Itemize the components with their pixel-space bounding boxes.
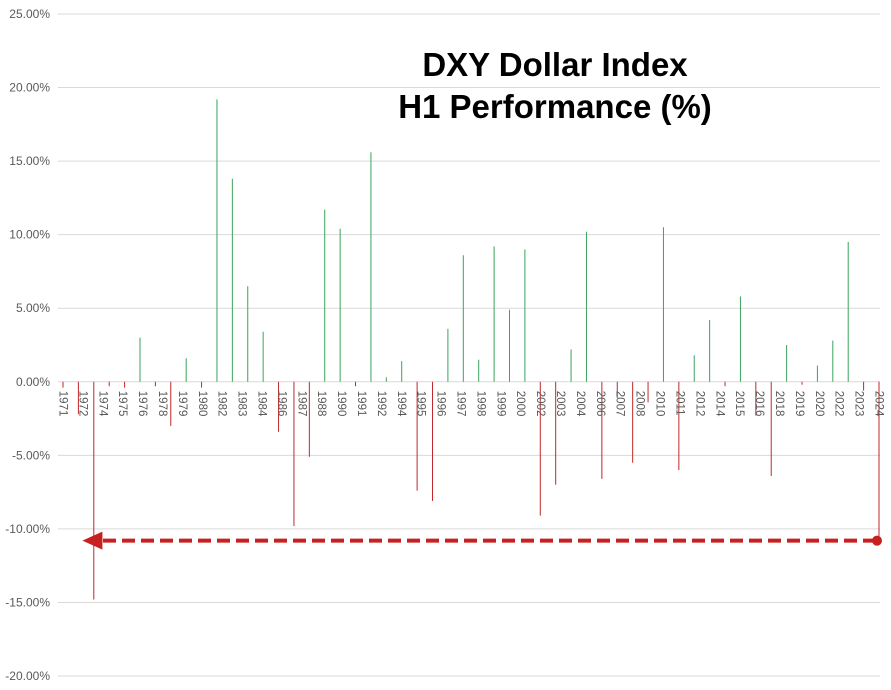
x-tick-label: 1990 bbox=[335, 391, 347, 417]
x-tick-label: 2014 bbox=[713, 391, 725, 417]
x-tick-label: 1998 bbox=[474, 391, 486, 417]
x-tick-label: 2006 bbox=[594, 391, 606, 417]
x-tick-label: 2002 bbox=[534, 391, 546, 417]
x-tick-label: 1988 bbox=[315, 391, 327, 417]
x-tick-label: 1980 bbox=[196, 391, 208, 417]
chart-title-line-1: DXY Dollar Index bbox=[422, 46, 688, 83]
y-tick-label: -10.00% bbox=[5, 522, 50, 536]
x-tick-label: 2018 bbox=[773, 391, 785, 417]
y-tick-label: 20.00% bbox=[9, 81, 50, 95]
x-tick-label: 2015 bbox=[733, 391, 745, 417]
x-tick-label: 1975 bbox=[116, 391, 128, 417]
x-tick-label: 2022 bbox=[833, 391, 845, 417]
x-tick-label: 2016 bbox=[753, 391, 765, 417]
x-tick-label: 1983 bbox=[236, 391, 248, 417]
x-tick-label: 1976 bbox=[136, 391, 148, 417]
x-tick-label: 2000 bbox=[514, 391, 526, 417]
x-tick-label: 2010 bbox=[654, 391, 666, 417]
x-tick-label: 1992 bbox=[375, 391, 387, 417]
y-tick-label: -5.00% bbox=[12, 448, 50, 462]
x-tick-label: 1987 bbox=[295, 391, 307, 417]
x-tick-label: 2008 bbox=[634, 391, 646, 417]
x-tick-label: 1996 bbox=[435, 391, 447, 417]
x-tick-label: 1991 bbox=[355, 391, 367, 417]
x-tick-label: 1971 bbox=[56, 391, 68, 417]
x-tick-label: 2020 bbox=[813, 391, 825, 417]
y-tick-label: -15.00% bbox=[5, 595, 50, 609]
x-tick-label: 2023 bbox=[853, 391, 865, 417]
y-tick-label: 25.00% bbox=[9, 7, 50, 21]
x-tick-label: 2012 bbox=[693, 391, 705, 417]
y-tick-label: 0.00% bbox=[16, 375, 50, 389]
annotation-endpoint-dot bbox=[872, 535, 882, 546]
y-tick-label: 10.00% bbox=[9, 228, 50, 242]
x-tick-label: 1995 bbox=[415, 391, 427, 417]
x-tick-label: 2003 bbox=[554, 391, 566, 417]
x-tick-label: 2004 bbox=[574, 391, 586, 417]
x-tick-label: 1974 bbox=[96, 391, 108, 417]
y-tick-label: 15.00% bbox=[9, 154, 50, 168]
x-tick-label: 2024 bbox=[872, 391, 884, 417]
x-tick-label: 1997 bbox=[455, 391, 467, 417]
x-tick-label: 1986 bbox=[275, 391, 287, 417]
x-tick-label: 2019 bbox=[793, 391, 805, 417]
chart-title-line-2: H1 Performance (%) bbox=[398, 88, 712, 125]
x-tick-label: 1984 bbox=[255, 391, 267, 417]
x-tick-label: 1972 bbox=[76, 391, 88, 417]
x-tick-label: 1979 bbox=[176, 391, 188, 417]
chart-title: DXY Dollar Index H1 Performance (%) bbox=[330, 44, 780, 128]
x-tick-label: 1978 bbox=[156, 391, 168, 417]
x-tick-label: 2007 bbox=[614, 391, 626, 417]
x-tick-label: 2011 bbox=[673, 391, 685, 416]
y-tick-label: -20.00% bbox=[5, 669, 50, 683]
y-tick-label: 5.00% bbox=[16, 301, 50, 315]
x-tick-label: 1982 bbox=[216, 391, 228, 417]
x-tick-label: 1999 bbox=[494, 391, 506, 417]
annotation-arrow-head bbox=[82, 531, 103, 550]
x-tick-label: 1994 bbox=[395, 391, 407, 417]
